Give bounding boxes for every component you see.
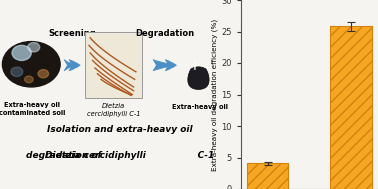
- Circle shape: [25, 76, 33, 83]
- Circle shape: [38, 70, 49, 78]
- Text: Dietzia
cercidiphylli C-1: Dietzia cercidiphylli C-1: [87, 103, 141, 116]
- Text: Isolation and extra-heavy oil: Isolation and extra-heavy oil: [48, 125, 193, 134]
- Text: Extra-heavy oil
contaminated soil: Extra-heavy oil contaminated soil: [0, 102, 66, 115]
- Bar: [330, 26, 372, 189]
- Text: Screening: Screening: [48, 29, 96, 38]
- Bar: [247, 163, 288, 189]
- Polygon shape: [188, 67, 209, 89]
- Circle shape: [2, 42, 60, 87]
- Circle shape: [12, 45, 31, 60]
- Text: Dietzia cercidiphylli: Dietzia cercidiphylli: [45, 151, 146, 160]
- Text: Extra-heavy oil: Extra-heavy oil: [172, 104, 228, 110]
- Circle shape: [11, 67, 23, 77]
- Circle shape: [28, 43, 40, 52]
- Text: Degradation: Degradation: [135, 29, 194, 38]
- FancyBboxPatch shape: [85, 32, 142, 98]
- Y-axis label: Extra-heavy oil degradation efficiency (%): Extra-heavy oil degradation efficiency (…: [212, 19, 218, 170]
- Text: degradation of                      C-1: degradation of C-1: [26, 151, 214, 160]
